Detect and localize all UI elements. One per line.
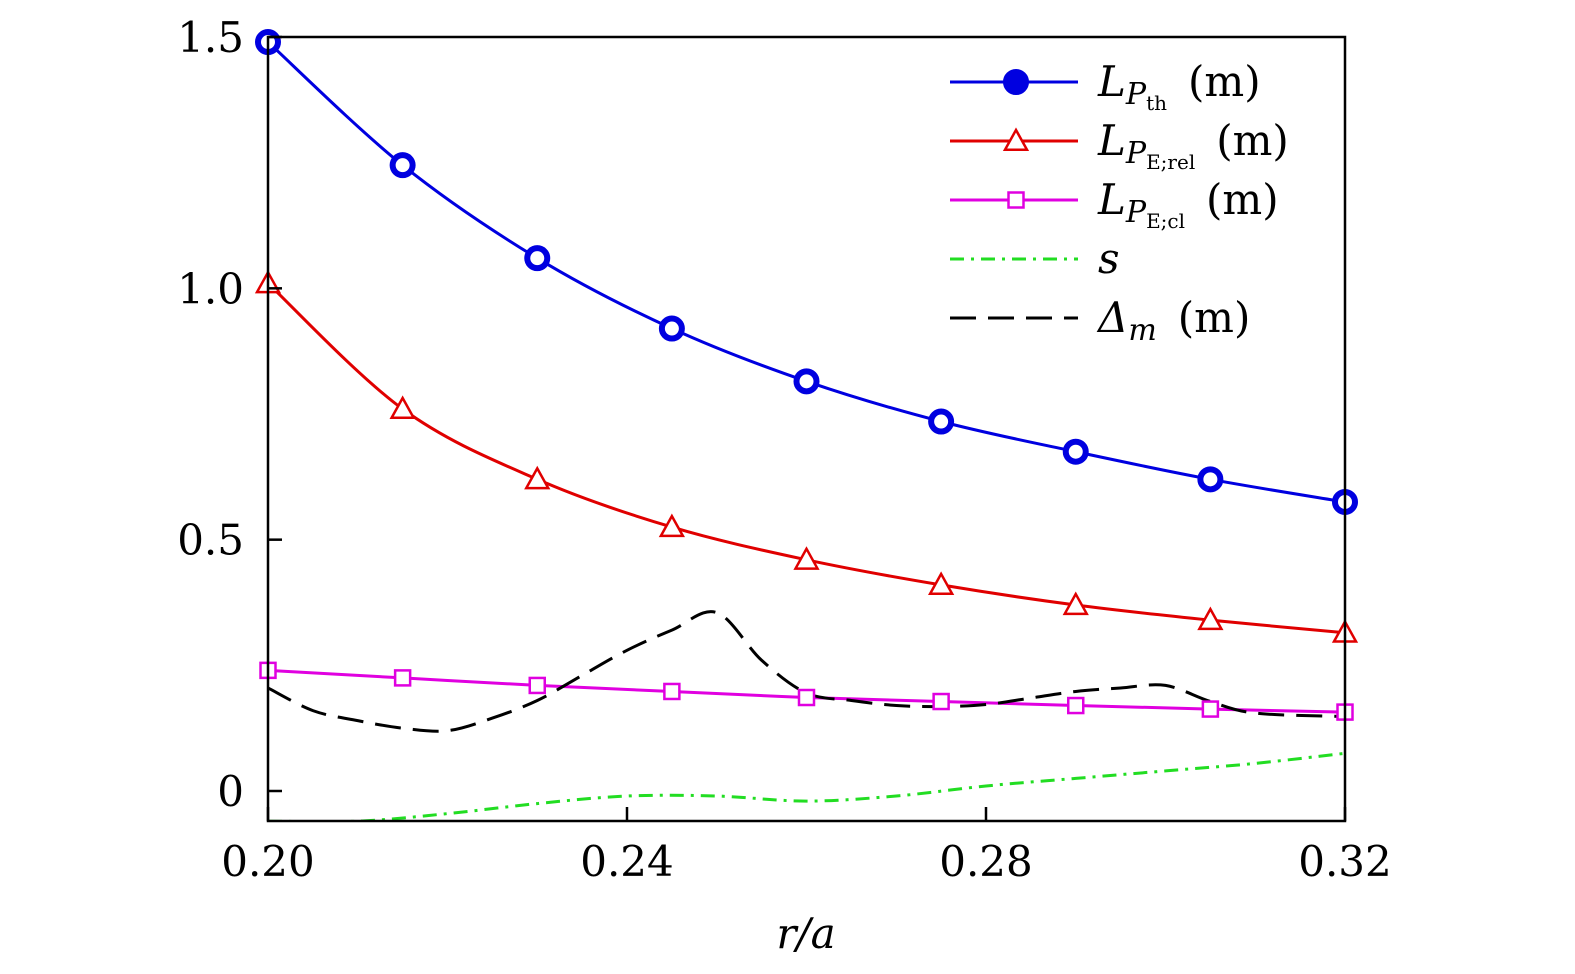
x-axis-label: r/a: [776, 909, 835, 958]
data-point-s1-7: [1197, 606, 1224, 631]
legend-marker-1: [1002, 127, 1030, 152]
data-point-s2-7: [1201, 700, 1220, 718]
data-point-s2-6: [1067, 696, 1085, 715]
legend-label-3: s: [1098, 234, 1120, 283]
data-point-s1-6: [1062, 591, 1089, 616]
data-point-s0-6: [1062, 438, 1089, 465]
legend-marker-0: [1003, 69, 1029, 95]
legend-label-1: LPE;rel (m): [1097, 116, 1289, 174]
series-line-0: [268, 40, 1345, 504]
data-point-s2-2: [528, 676, 546, 695]
legend-marker-2: [1007, 191, 1025, 209]
data-point-s2-5: [932, 692, 950, 711]
data-point-s0-4: [793, 368, 820, 395]
data-point-s0-3: [658, 315, 685, 342]
legend-label-2: LPE;cl (m): [1097, 175, 1279, 233]
data-point-s1-3: [658, 513, 685, 538]
y-tick-label-3: 1.5: [177, 13, 244, 62]
data-point-s0-1: [389, 152, 416, 179]
data-point-s1-1: [389, 395, 416, 420]
legend-label-4: Δm (m): [1096, 293, 1250, 348]
data-point-s1-5: [928, 571, 955, 595]
legend: LPth (m)LPE;rel (m)LPE;cl (m)s Δm (m): [950, 57, 1289, 348]
data-point-s1-2: [524, 465, 551, 490]
x-tick-label-3: 0.32: [1298, 837, 1392, 886]
series-line-3: [268, 751, 1345, 821]
data-point-s0-5: [928, 408, 955, 435]
data-point-s2-1: [393, 669, 412, 687]
legend-label-0: LPth (m): [1097, 57, 1261, 115]
plot-frame: [266, 35, 1347, 823]
x-tick-label-1: 0.24: [580, 837, 674, 886]
data-point-s2-3: [663, 682, 681, 701]
y-tick-label-2: 1.0: [177, 264, 244, 313]
x-tick-label-2: 0.28: [939, 837, 1033, 886]
data-point-s2-4: [797, 688, 816, 707]
data-point-s1-4: [793, 546, 820, 570]
x-tick-label-0: 0.20: [221, 837, 315, 886]
data-point-s0-2: [524, 245, 551, 272]
tick-layer: 0.20 0.24 0.28 0.32 0 0.5 1.0 1.5: [177, 13, 1392, 886]
data-point-s0-7: [1197, 466, 1224, 493]
y-tick-label-0: 0: [217, 767, 244, 816]
series-markers: [254, 29, 1359, 721]
series-line-4: [268, 610, 1345, 733]
y-tick-label-1: 0.5: [177, 516, 244, 565]
series-layer: [254, 29, 1359, 821]
